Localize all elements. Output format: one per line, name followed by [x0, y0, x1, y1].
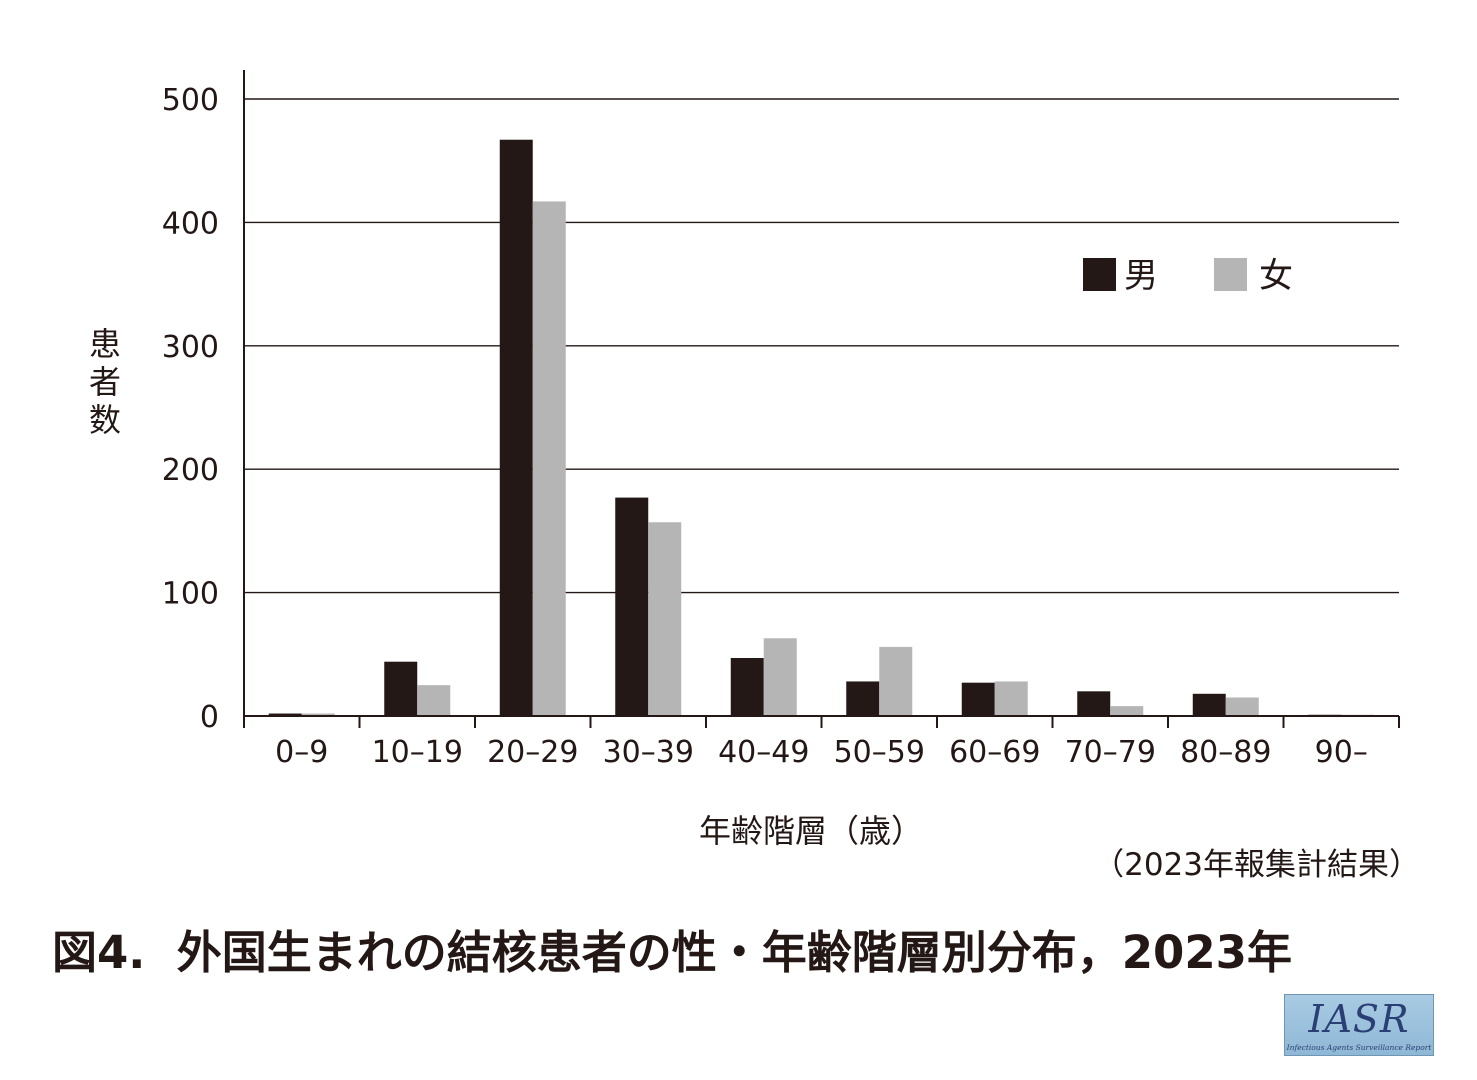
gridlines [244, 98, 1399, 594]
bar-female [763, 638, 797, 716]
bar-female [1225, 697, 1259, 716]
y-tick-label: 0 [200, 700, 219, 735]
y-axis-label: 患者数 [89, 325, 121, 439]
bar-female [994, 681, 1028, 716]
y-tick-label: 400 [162, 206, 219, 241]
x-tick-label: 50–59 [834, 735, 925, 770]
bar-male [1077, 691, 1111, 716]
bar-female [417, 685, 451, 716]
bar-female [879, 646, 913, 716]
x-tick-label: 70–79 [1065, 735, 1156, 770]
bar-female [532, 201, 566, 716]
x-tick-label: 0–9 [275, 735, 328, 770]
x-tick-label: 80–89 [1180, 735, 1271, 770]
legend-swatch-male [1083, 258, 1116, 291]
legend-swatch-female [1214, 258, 1247, 291]
legend-label-female: 女 [1259, 256, 1293, 296]
x-axis-label: 年齢階層（歳） [699, 812, 923, 850]
y-tick-label: 500 [162, 83, 219, 118]
x-tick-label: 30–39 [603, 735, 694, 770]
bar-male [1192, 693, 1226, 716]
bar-male [384, 661, 418, 716]
logo-subtitle: Infectious Agents Surveillance Report [1286, 1043, 1432, 1052]
x-tick-label: 60–69 [949, 735, 1040, 770]
x-tick-label: 20–29 [487, 735, 578, 770]
bar-female [1110, 706, 1144, 716]
logo-wordmark: IASR [1308, 997, 1410, 1041]
source-note: （2023年報集計結果） [1093, 847, 1420, 883]
bar-female [648, 522, 682, 716]
bar-male [961, 682, 995, 716]
tick-labels: 0 100 200 300 400 500 0–9 10–19 20–29 30–39 40–49 5… [162, 83, 1368, 770]
bar-male [730, 658, 764, 716]
bar-male [846, 681, 880, 716]
bar-male [268, 713, 302, 716]
legend: 男 女 [1083, 256, 1293, 296]
bar-female [301, 713, 335, 716]
figure-title: 図4. 外国生まれの結核患者の性・年齢階層別分布，2023年 [52, 926, 1292, 979]
x-tick-label: 40–49 [718, 735, 809, 770]
bar-male [615, 497, 649, 716]
y-tick-label: 300 [162, 330, 219, 365]
legend-label-male: 男 [1124, 256, 1158, 296]
iasr-logo: IASR Infectious Agents Surveillance Repo… [1284, 994, 1434, 1056]
y-tick-label: 100 [162, 577, 219, 612]
y-tick-label: 200 [162, 453, 219, 488]
axes [243, 70, 1400, 728]
bar-male [499, 139, 533, 717]
bars [268, 139, 1375, 717]
x-tick-label: 90– [1315, 735, 1368, 770]
x-tick-label: 10–19 [372, 735, 463, 770]
